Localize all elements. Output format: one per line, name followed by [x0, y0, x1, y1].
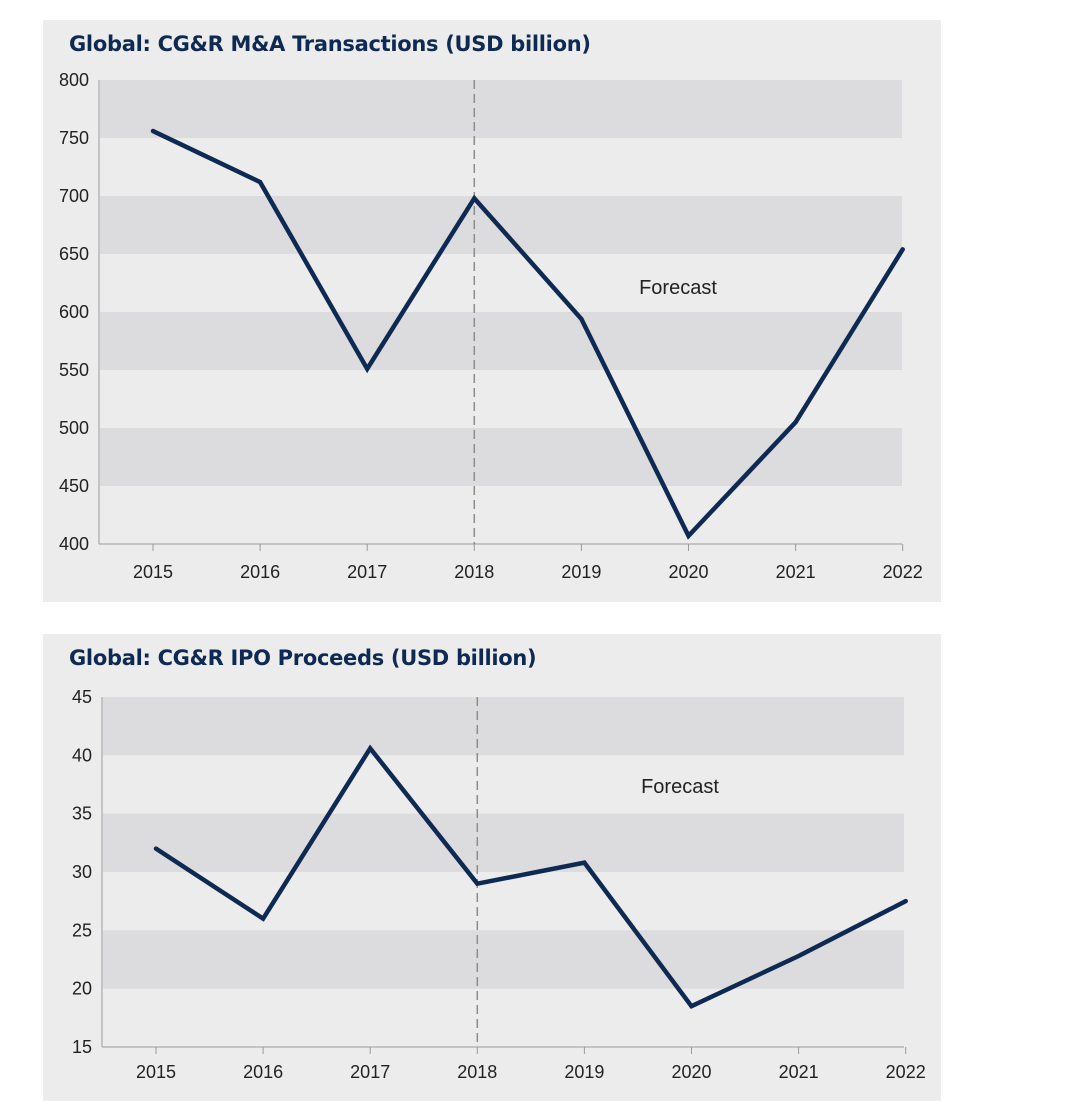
- x-tick-label: 2015: [136, 1062, 176, 1082]
- data-point: [368, 746, 373, 751]
- series-line: [153, 744, 908, 1009]
- data-point: [579, 316, 584, 321]
- x-tick-label: 2016: [243, 1062, 283, 1082]
- y-tick-label: 30: [72, 862, 92, 882]
- y-tick-label: 750: [59, 128, 89, 148]
- data-point: [258, 180, 263, 185]
- grid-band: [100, 312, 902, 370]
- data-point: [261, 916, 266, 921]
- forecast-label: Forecast: [639, 277, 717, 299]
- x-tick-label: 2021: [779, 1062, 819, 1082]
- x-tick-label: 2020: [668, 562, 708, 582]
- chart-panel-ipo: Global: CG&R IPO Proceeds (USD billion) …: [43, 634, 941, 1101]
- x-tick-label: 2019: [564, 1062, 604, 1082]
- y-tick-label: 15: [72, 1037, 92, 1057]
- data-point: [689, 1004, 694, 1009]
- data-point: [365, 366, 370, 371]
- data-point: [582, 860, 587, 865]
- data-point: [154, 846, 158, 851]
- y-tick-label: 650: [59, 244, 89, 264]
- ma-line-chart: 400 450 500 550 600 650 700 750 800 2015 2016 2017 2…: [59, 70, 923, 582]
- grid-band: [103, 813, 904, 872]
- y-tick-label: 35: [72, 804, 92, 824]
- x-tick-label: 2015: [133, 562, 173, 582]
- data-point: [472, 196, 477, 201]
- x-tick-label: 2022: [886, 1062, 926, 1082]
- x-tick-label: 2017: [350, 1062, 390, 1082]
- grid-band: [103, 930, 904, 989]
- x-tick-label: 2017: [347, 562, 387, 582]
- series-line: [150, 128, 905, 540]
- y-tick-label: 40: [72, 745, 92, 765]
- grid-band: [100, 196, 902, 254]
- data-point: [903, 899, 908, 904]
- x-tick-label: 2016: [240, 562, 280, 582]
- grid-band: [100, 428, 902, 486]
- x-tick-label: 2020: [671, 1062, 711, 1082]
- x-tick-label: 2019: [561, 562, 601, 582]
- x-tick-label: 2021: [776, 562, 816, 582]
- y-tick-label: 800: [59, 70, 89, 90]
- x-tick-label: 2018: [457, 1062, 497, 1082]
- y-tick-label: 500: [59, 418, 89, 438]
- data-point: [900, 247, 905, 252]
- x-tick-label: 2022: [883, 562, 923, 582]
- y-tick-label: 600: [59, 302, 89, 322]
- data-point: [151, 129, 155, 134]
- data-point: [796, 954, 801, 958]
- ipo-line-chart: 15 20 25 30 35 40 45 2015 2016 2017 2018 2019 2020 20…: [72, 687, 926, 1082]
- data-point: [686, 533, 691, 538]
- y-tick-label: 25: [72, 920, 92, 940]
- y-tick-label: 45: [72, 687, 92, 707]
- y-tick-label: 550: [59, 360, 89, 380]
- y-tick-label: 400: [59, 534, 89, 554]
- data-point: [793, 420, 798, 425]
- data-point: [475, 881, 480, 886]
- chart-panel-ma: Global: CG&R M&A Transactions (USD billi…: [43, 20, 941, 602]
- y-tick-label: 450: [59, 476, 89, 496]
- x-tick-label: 2018: [454, 562, 494, 582]
- chart-title: Global: CG&R M&A Transactions (USD billi…: [69, 32, 591, 56]
- y-tick-label: 700: [59, 186, 89, 206]
- forecast-label: Forecast: [641, 776, 719, 798]
- chart-title: Global: CG&R IPO Proceeds (USD billion): [69, 646, 537, 670]
- y-tick-label: 20: [72, 979, 92, 999]
- grid-band: [103, 697, 904, 756]
- grid-band: [100, 80, 902, 138]
